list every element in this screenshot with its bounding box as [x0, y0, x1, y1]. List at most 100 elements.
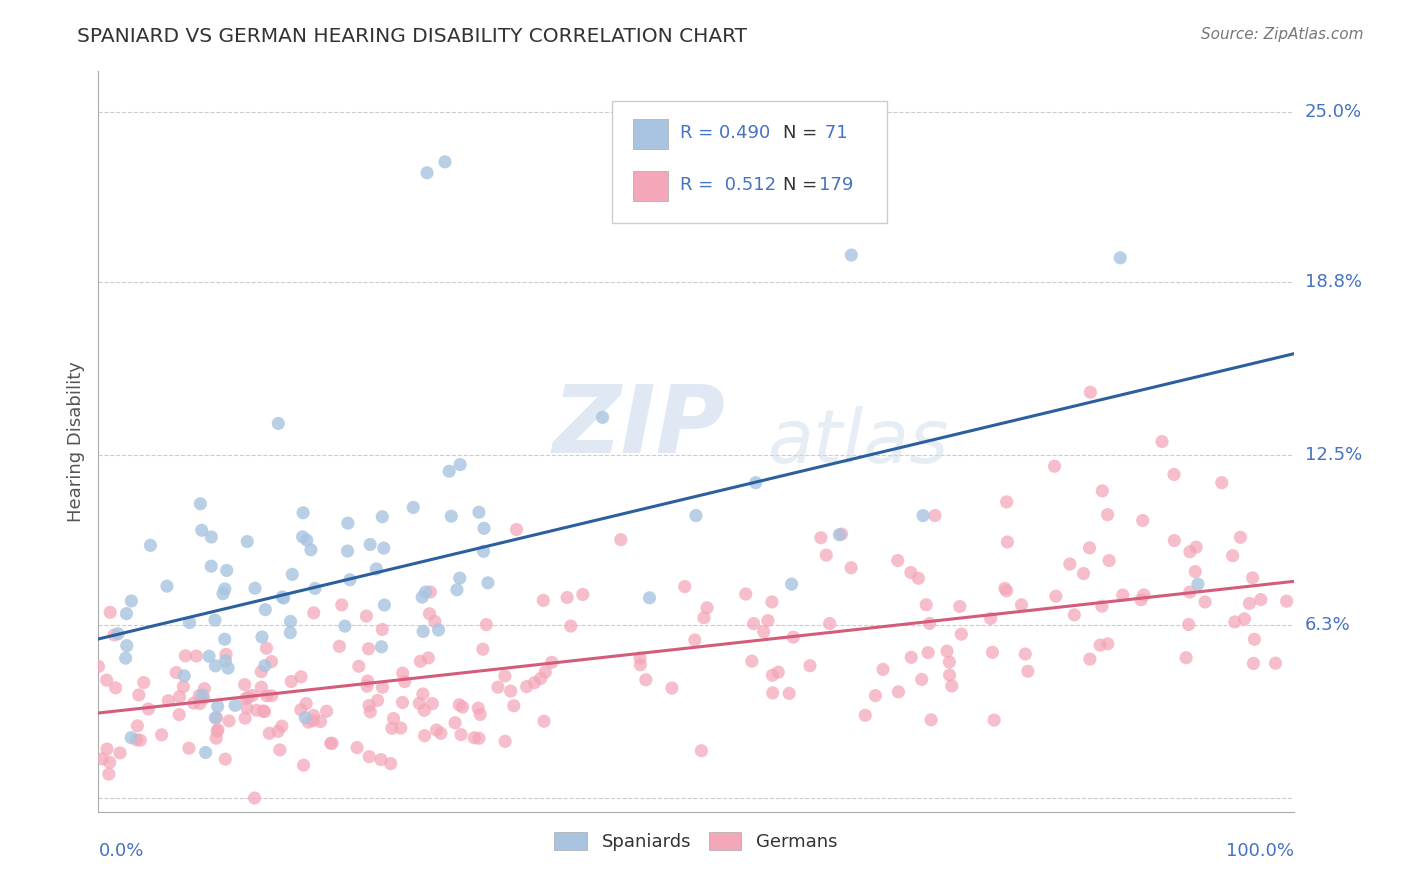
Point — [415, 585, 437, 599]
Point — [685, 508, 707, 523]
Point — [516, 680, 538, 694]
Point — [1098, 553, 1121, 567]
Point — [366, 562, 388, 576]
Point — [408, 696, 430, 710]
Point — [98, 756, 121, 770]
Point — [302, 708, 325, 723]
Point — [413, 729, 436, 743]
Point — [1017, 665, 1039, 679]
Point — [696, 600, 718, 615]
Point — [983, 713, 1005, 727]
Point — [347, 659, 370, 673]
Point — [1194, 595, 1216, 609]
Point — [530, 672, 553, 686]
Point — [359, 537, 381, 551]
Text: 25.0%: 25.0% — [1305, 103, 1362, 121]
Point — [434, 154, 457, 169]
Point — [865, 689, 887, 703]
Point — [103, 628, 125, 642]
Point — [115, 639, 138, 653]
Text: ZIP: ZIP — [553, 381, 725, 473]
Point — [256, 689, 278, 703]
Text: atlas: atlas — [768, 406, 949, 477]
Point — [924, 508, 946, 523]
Point — [290, 670, 312, 684]
Point — [391, 666, 413, 681]
Point — [412, 624, 434, 639]
Point — [253, 705, 276, 719]
Point — [214, 752, 236, 766]
Point — [107, 627, 129, 641]
Point — [243, 791, 266, 805]
Point — [174, 648, 197, 663]
Point — [246, 703, 269, 717]
Point — [1059, 557, 1081, 571]
Point — [269, 743, 291, 757]
Point — [271, 590, 294, 604]
Point — [188, 689, 211, 703]
Point — [540, 656, 562, 670]
Point — [413, 703, 436, 717]
Point — [661, 681, 683, 695]
Point — [995, 583, 1018, 598]
FancyBboxPatch shape — [633, 171, 668, 201]
Point — [418, 651, 440, 665]
Point — [115, 607, 138, 621]
Point — [446, 582, 468, 597]
Point — [472, 521, 495, 535]
Point — [416, 166, 439, 180]
Point — [315, 704, 337, 718]
Point — [628, 657, 651, 672]
Point — [200, 559, 222, 574]
Point — [477, 575, 499, 590]
Point — [690, 744, 713, 758]
Point — [1275, 594, 1298, 608]
Point — [297, 715, 319, 730]
Point — [177, 741, 200, 756]
Point — [319, 736, 342, 750]
Point — [371, 680, 394, 694]
Point — [339, 573, 361, 587]
Point — [980, 611, 1002, 625]
Point — [259, 726, 281, 740]
Point — [96, 673, 118, 687]
Point — [468, 707, 491, 722]
Point — [1184, 565, 1206, 579]
Text: 6.3%: 6.3% — [1305, 616, 1350, 634]
Point — [471, 642, 494, 657]
Point — [468, 505, 491, 519]
Point — [253, 658, 276, 673]
Point — [841, 248, 863, 262]
Point — [1014, 647, 1036, 661]
Point — [356, 674, 378, 689]
Point — [742, 616, 765, 631]
Point — [129, 733, 152, 747]
Point — [761, 595, 783, 609]
Point — [200, 530, 222, 544]
Point — [292, 758, 315, 772]
Point — [1177, 617, 1199, 632]
Point — [1264, 656, 1286, 670]
Point — [186, 648, 208, 663]
Point — [911, 508, 934, 523]
Point — [920, 713, 942, 727]
Text: R = 0.490: R = 0.490 — [681, 124, 770, 142]
Point — [592, 410, 614, 425]
Point — [450, 728, 472, 742]
Point — [782, 630, 804, 644]
Point — [941, 679, 963, 693]
Point — [214, 582, 236, 596]
Point — [193, 691, 215, 706]
Point — [1078, 541, 1101, 555]
Point — [233, 711, 256, 725]
Point — [741, 654, 763, 668]
Point — [449, 458, 471, 472]
Point — [887, 553, 910, 567]
Point — [768, 665, 790, 680]
Point — [1185, 540, 1208, 554]
Point — [169, 690, 191, 704]
Text: R =  0.512: R = 0.512 — [681, 176, 776, 194]
Point — [207, 699, 229, 714]
Point — [191, 688, 214, 702]
Point — [359, 749, 381, 764]
